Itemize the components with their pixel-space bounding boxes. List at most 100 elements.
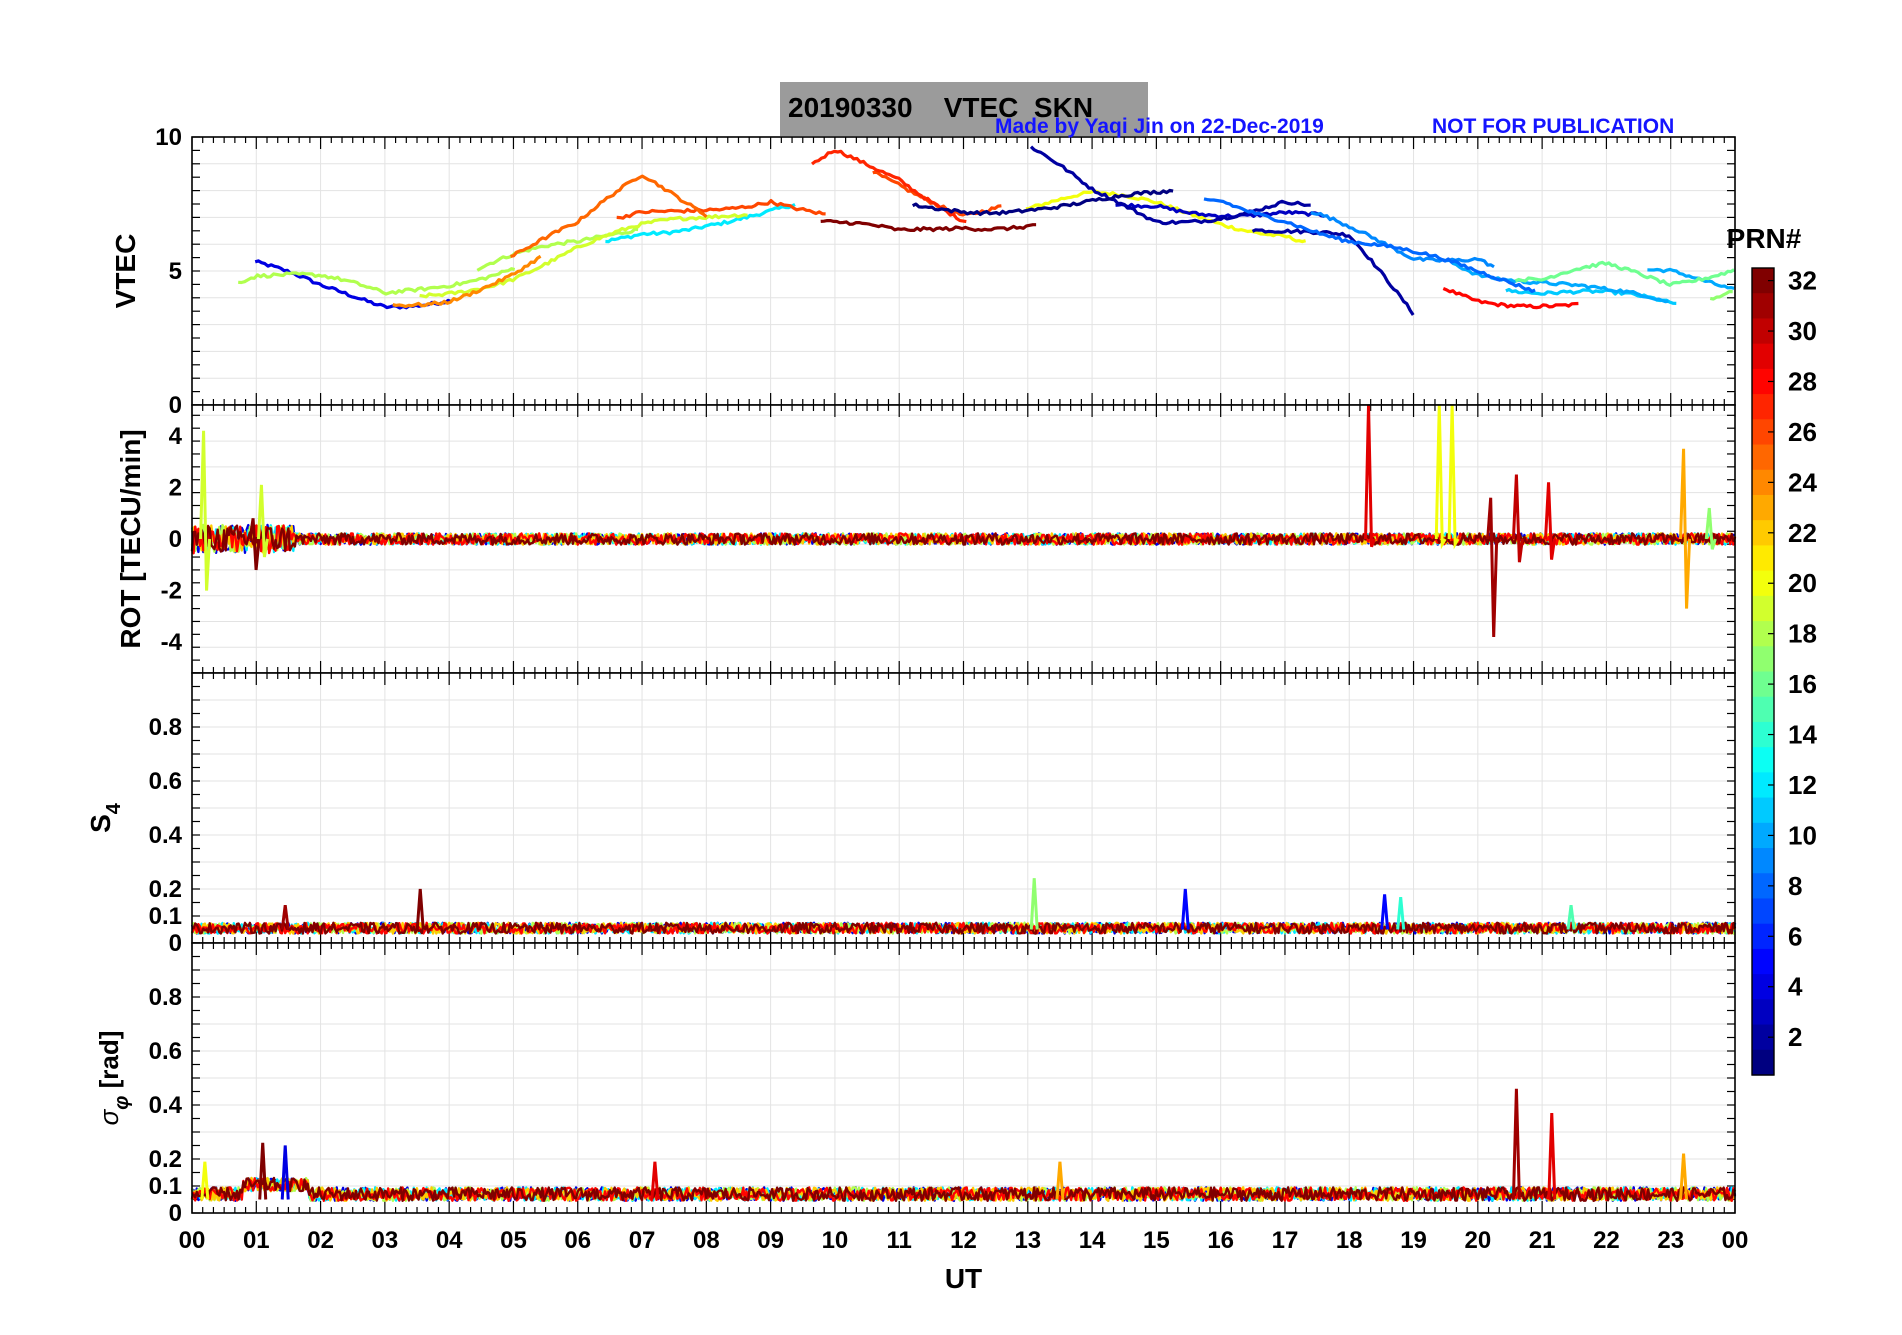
colorbar-tick-label: 8 xyxy=(1788,871,1802,901)
y-tick-label: -2 xyxy=(161,578,182,605)
y-tick-label: 0.4 xyxy=(149,1092,183,1119)
colorbar-tick-label: 22 xyxy=(1788,518,1817,548)
x-tick-label: 09 xyxy=(757,1227,784,1254)
rot-spike xyxy=(1434,404,1447,550)
spike xyxy=(1029,878,1039,930)
spike xyxy=(258,1142,268,1200)
colorbar-segment xyxy=(1752,747,1774,773)
colorbar-segment xyxy=(1752,1024,1774,1051)
y-tick-label: 0 xyxy=(169,392,182,419)
colorbar-segment xyxy=(1752,974,1774,1000)
x-tick-label: 12 xyxy=(950,1227,977,1254)
colorbar-tick-label: 14 xyxy=(1788,720,1817,750)
spike xyxy=(200,1161,210,1200)
colorbar-segment xyxy=(1752,394,1774,420)
x-tick-label: 15 xyxy=(1143,1227,1170,1254)
vtec-series-line xyxy=(1709,289,1733,301)
colorbar-segment xyxy=(1752,520,1774,547)
y-axis-label: S4 xyxy=(85,802,125,833)
x-tick-label: 11 xyxy=(887,1227,912,1254)
x-tick-label: 02 xyxy=(307,1227,334,1254)
spike xyxy=(1380,894,1390,930)
colorbar-segment xyxy=(1752,293,1774,320)
colorbar-tick-label: 30 xyxy=(1788,316,1817,346)
colorbar-tick-label: 10 xyxy=(1788,820,1817,850)
x-tick-label: 23 xyxy=(1657,1227,1684,1254)
rot-spike xyxy=(256,484,269,558)
rot-spike xyxy=(1704,507,1717,550)
colorbar xyxy=(1751,267,1775,1076)
colorbar-segment xyxy=(1752,948,1774,975)
panel-2 xyxy=(190,404,1737,674)
colorbar-frame xyxy=(1751,267,1775,1076)
y-tick-label: 0.6 xyxy=(149,1038,182,1065)
y-axis-label: VTEC xyxy=(110,234,141,309)
spike xyxy=(1180,888,1190,930)
y-tick-label: 0.1 xyxy=(149,1173,182,1200)
panel-frame xyxy=(191,942,1736,1214)
credit-text: Made by Yaqi Jin on 22-Dec-2019 xyxy=(995,115,1324,138)
colorbar-tick-label: 20 xyxy=(1788,568,1817,598)
panel-1 xyxy=(191,136,1736,406)
noise-series-line xyxy=(191,1176,1737,1202)
colorbar-segment xyxy=(1752,268,1774,294)
rot-spike xyxy=(199,430,212,591)
rot-spike xyxy=(248,518,261,571)
x-tick-label: 19 xyxy=(1400,1227,1427,1254)
y-tick-label: 0 xyxy=(169,526,182,553)
colorbar-segment xyxy=(1752,898,1774,925)
spike xyxy=(650,1161,660,1200)
colorbar-segment xyxy=(1752,419,1774,446)
colorbar-segment xyxy=(1752,343,1774,370)
spike xyxy=(1511,1088,1521,1200)
vtec-series-line xyxy=(820,219,1037,233)
colorbar-segment xyxy=(1752,570,1774,597)
panel-4 xyxy=(190,942,1737,1214)
colorbar-segment xyxy=(1752,873,1774,900)
x-tick-label: 20 xyxy=(1464,1227,1491,1254)
rot-spike xyxy=(1364,404,1376,548)
x-tick-label: 14 xyxy=(1079,1227,1106,1254)
colorbar-segment xyxy=(1752,621,1774,647)
colorbar-segment xyxy=(1752,721,1774,748)
y-tick-label: 0.8 xyxy=(149,984,182,1011)
vtec-series-line xyxy=(238,267,516,296)
vtec-series-line xyxy=(1514,260,1735,287)
colorbar-segment xyxy=(1752,696,1774,723)
spike xyxy=(1055,1161,1065,1200)
vtec-series-line xyxy=(1029,145,1311,226)
vtec-series-line xyxy=(510,174,708,258)
x-tick-label: 01 xyxy=(243,1227,270,1254)
colorbar-segment xyxy=(1752,545,1774,572)
x-tick-label: 13 xyxy=(1014,1227,1041,1254)
colorbar-tick-label: 16 xyxy=(1788,669,1817,699)
x-tick-label: 21 xyxy=(1529,1227,1556,1254)
y-tick-label: 0.1 xyxy=(149,903,182,930)
x-tick-label: 04 xyxy=(436,1227,463,1254)
y-tick-label: 2 xyxy=(169,474,182,501)
vtec-series-line xyxy=(1115,202,1325,219)
y-tick-label: -4 xyxy=(161,629,183,656)
x-tick-label: 17 xyxy=(1272,1227,1299,1254)
notice-text: NOT FOR PUBLICATION xyxy=(1432,115,1675,138)
x-tick-label: 22 xyxy=(1593,1227,1620,1254)
y-axis-label: ROT [TECU/min] xyxy=(115,429,146,648)
x-tick-label: 05 xyxy=(500,1227,527,1254)
spike xyxy=(1679,1153,1689,1200)
spike xyxy=(1566,905,1576,930)
vtec-series-line xyxy=(419,213,748,299)
x-tick-label: 00 xyxy=(1722,1227,1749,1254)
vtec-series-line xyxy=(1442,287,1579,310)
vtec-series-line xyxy=(392,254,542,309)
colorbar-tick-label: 28 xyxy=(1788,366,1817,396)
colorbar-segment xyxy=(1752,595,1774,622)
colorbar-tick-label: 6 xyxy=(1788,921,1802,951)
colorbar-title: PRN# xyxy=(1727,223,1802,254)
x-tick-label: 03 xyxy=(372,1227,399,1254)
y-tick-label: 0.8 xyxy=(149,714,182,741)
x-tick-label: 10 xyxy=(822,1227,849,1254)
x-axis-label: UT xyxy=(945,1263,982,1294)
noise-series-line xyxy=(190,921,1736,935)
